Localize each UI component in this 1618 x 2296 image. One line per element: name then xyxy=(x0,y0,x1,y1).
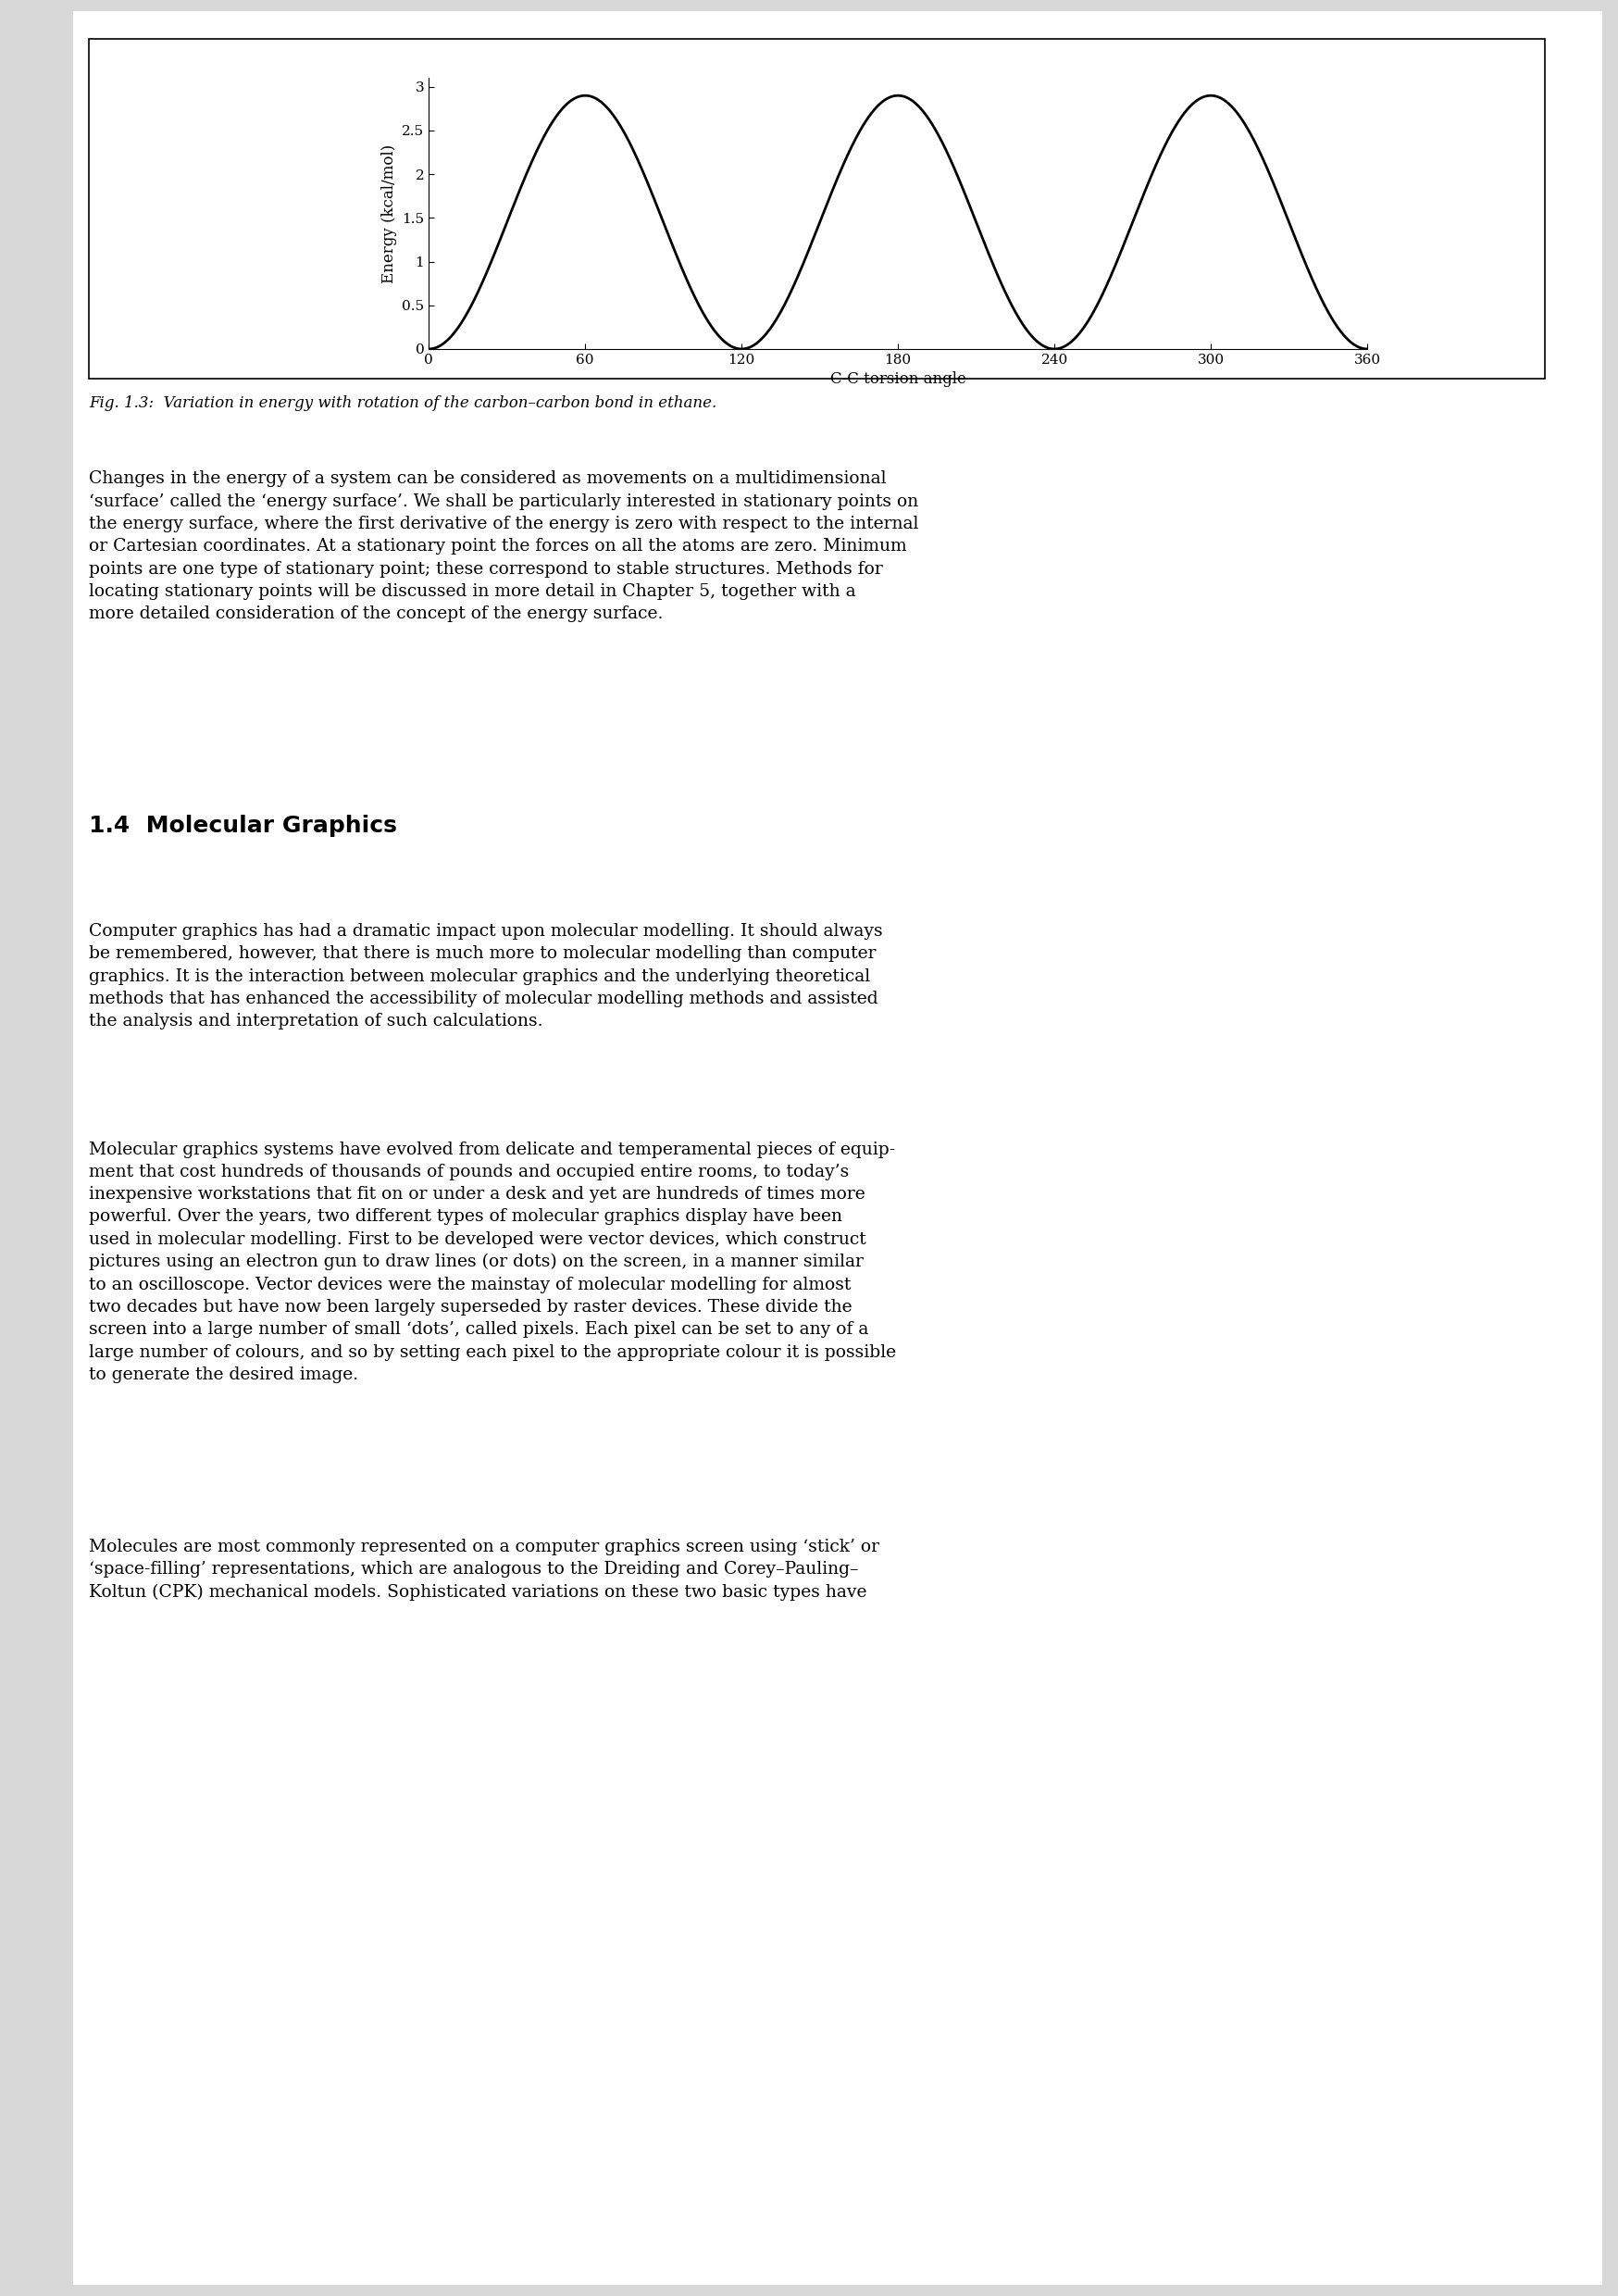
Y-axis label: Energy (kcal/mol): Energy (kcal/mol) xyxy=(382,145,396,282)
Bar xyxy=(89,39,1545,379)
Text: 1.4  Molecular Graphics: 1.4 Molecular Graphics xyxy=(89,815,396,838)
Text: Molecules are most commonly represented on a computer graphics screen using ‘sti: Molecules are most commonly represented … xyxy=(89,1538,880,1600)
Text: Changes in the energy of a system can be considered as movements on a multidimen: Changes in the energy of a system can be… xyxy=(89,471,919,622)
Text: Fig. 1.3:  Variation in energy with rotation of the carbon–carbon bond in ethane: Fig. 1.3: Variation in energy with rotat… xyxy=(89,395,717,411)
Text: Computer graphics has had a dramatic impact upon molecular modelling. It should : Computer graphics has had a dramatic imp… xyxy=(89,923,883,1029)
X-axis label: C-C torsion angle: C-C torsion angle xyxy=(830,372,966,388)
Text: Molecular graphics systems have evolved from delicate and temperamental pieces o: Molecular graphics systems have evolved … xyxy=(89,1141,896,1382)
